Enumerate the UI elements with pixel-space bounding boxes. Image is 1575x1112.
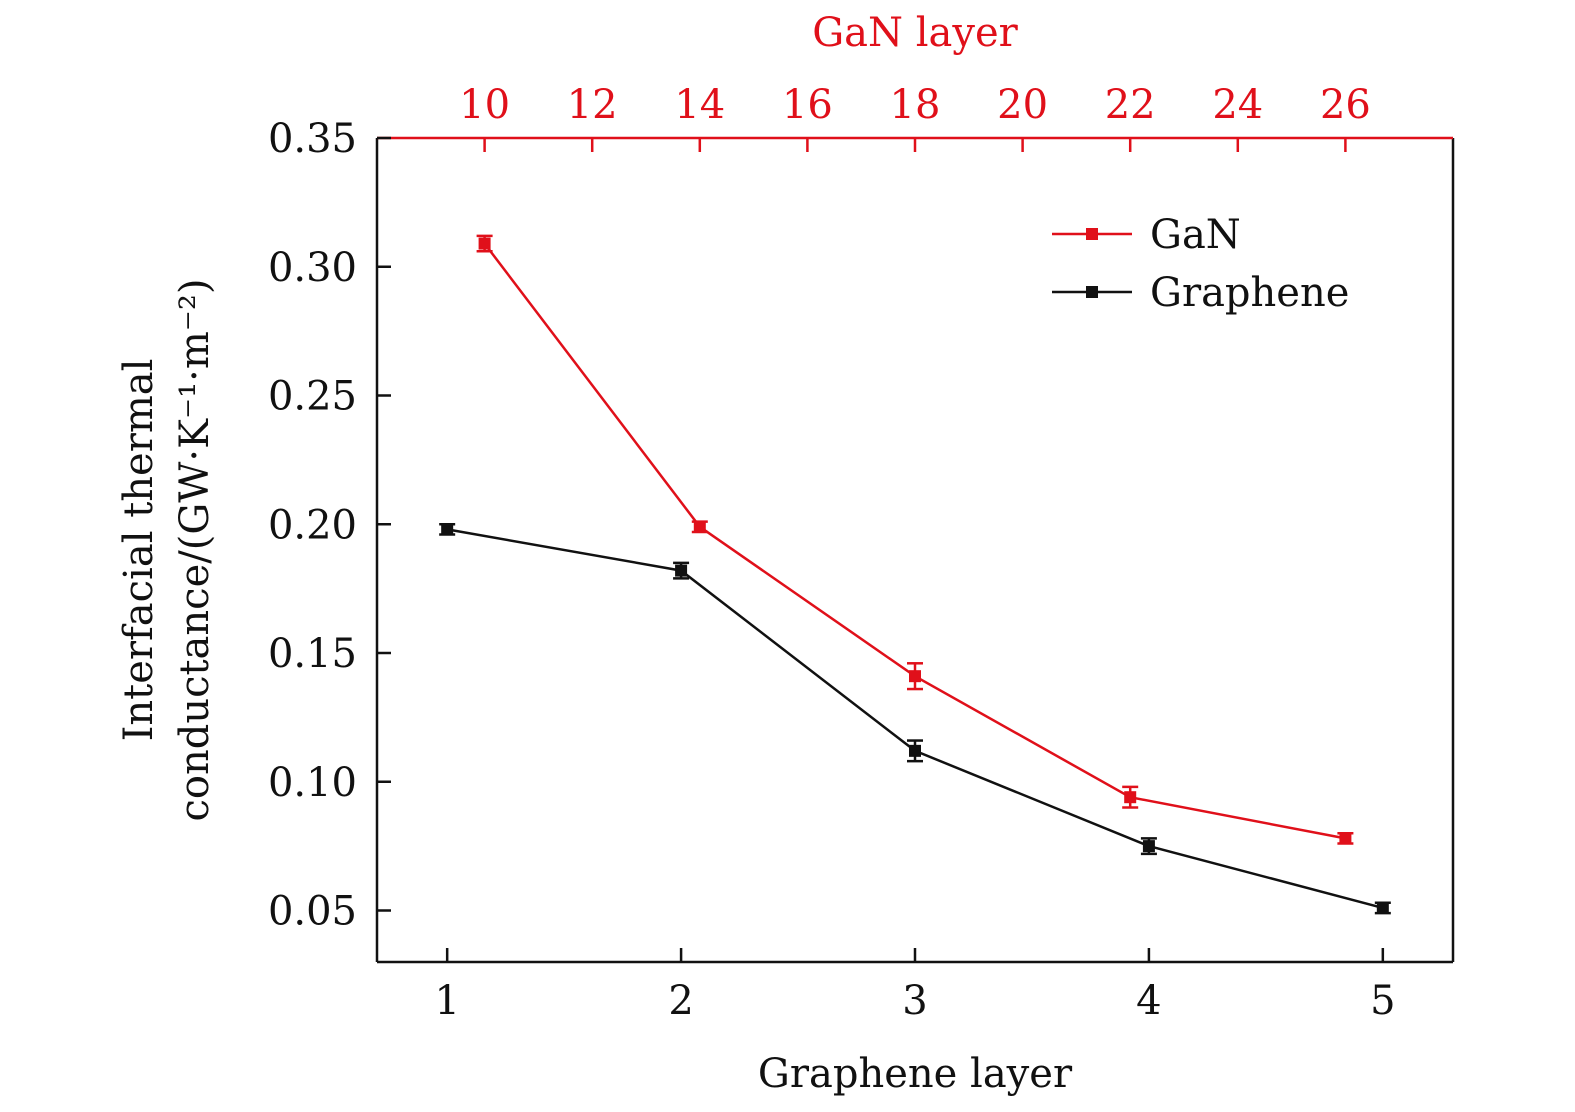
legend-marker-graphene	[1086, 286, 1098, 298]
x-axis-title: Graphene layer	[758, 1051, 1073, 1097]
y-axis-title-line-1: Interfacial thermal	[116, 359, 162, 742]
legend-label-graphene: Graphene	[1150, 270, 1349, 316]
y-tick-label: 0.10	[268, 760, 357, 806]
data-point-graphene	[441, 523, 454, 536]
data-point-graphene	[909, 744, 921, 757]
y-tick-label: 0.20	[268, 502, 357, 548]
series-gan	[476, 234, 1354, 845]
y-tick-label: 0.05	[268, 889, 357, 935]
top-tick-label: 26	[1320, 82, 1371, 128]
legend-marker-gan	[1086, 228, 1098, 240]
left-axis: 0.05 0.10 0.15 0.20 0.25 0.30 0.35	[268, 116, 391, 935]
series-graphene	[439, 523, 1391, 915]
data-point-graphene	[1376, 901, 1389, 914]
legend-item-gan: GaN	[1052, 212, 1241, 258]
series-line-graphene	[446, 528, 1384, 910]
top-tick-label: 12	[567, 82, 618, 128]
top-axis-title: GaN layer	[812, 10, 1018, 56]
x-tick-label: 4	[1136, 978, 1161, 1024]
data-point-gan	[909, 670, 921, 683]
y-tick-label: 0.25	[268, 374, 357, 420]
bottom-axis: 1 2 3 4 5	[434, 948, 1396, 1024]
legend-item-graphene: Graphene	[1052, 270, 1349, 316]
top-tick-label: 22	[1105, 82, 1156, 128]
x-tick-label: 3	[902, 978, 927, 1024]
top-tick-label: 18	[890, 82, 941, 128]
data-point-graphene	[1142, 840, 1155, 853]
x-tick-label: 5	[1370, 978, 1395, 1024]
top-tick-label: 16	[782, 82, 833, 128]
series-layer	[439, 234, 1391, 915]
x-tick-label: 2	[668, 978, 693, 1024]
y-tick-label: 0.30	[268, 245, 357, 291]
y-axis-title-line-2: conductance/(GW·K⁻¹·m⁻²)	[172, 278, 218, 821]
top-tick-label: 10	[459, 82, 510, 128]
plot-frame	[375, 136, 1455, 964]
top-tick-label: 24	[1212, 82, 1263, 128]
top-tick-label: 14	[674, 82, 725, 128]
data-point-gan	[1124, 791, 1137, 804]
x-tick-label: 1	[434, 978, 459, 1024]
y-tick-label: 0.15	[268, 631, 357, 677]
top-axis: 10 12 14 16 18 20 22 24 26	[459, 82, 1371, 152]
top-tick-label: 20	[997, 82, 1048, 128]
data-point-gan	[1339, 832, 1352, 845]
legend-label-gan: GaN	[1150, 212, 1241, 258]
data-point-graphene	[675, 564, 688, 577]
y-tick-label: 0.35	[268, 116, 357, 162]
data-point-gan	[478, 237, 491, 250]
legend: GaN Graphene	[1052, 212, 1349, 316]
data-point-gan	[693, 520, 706, 533]
